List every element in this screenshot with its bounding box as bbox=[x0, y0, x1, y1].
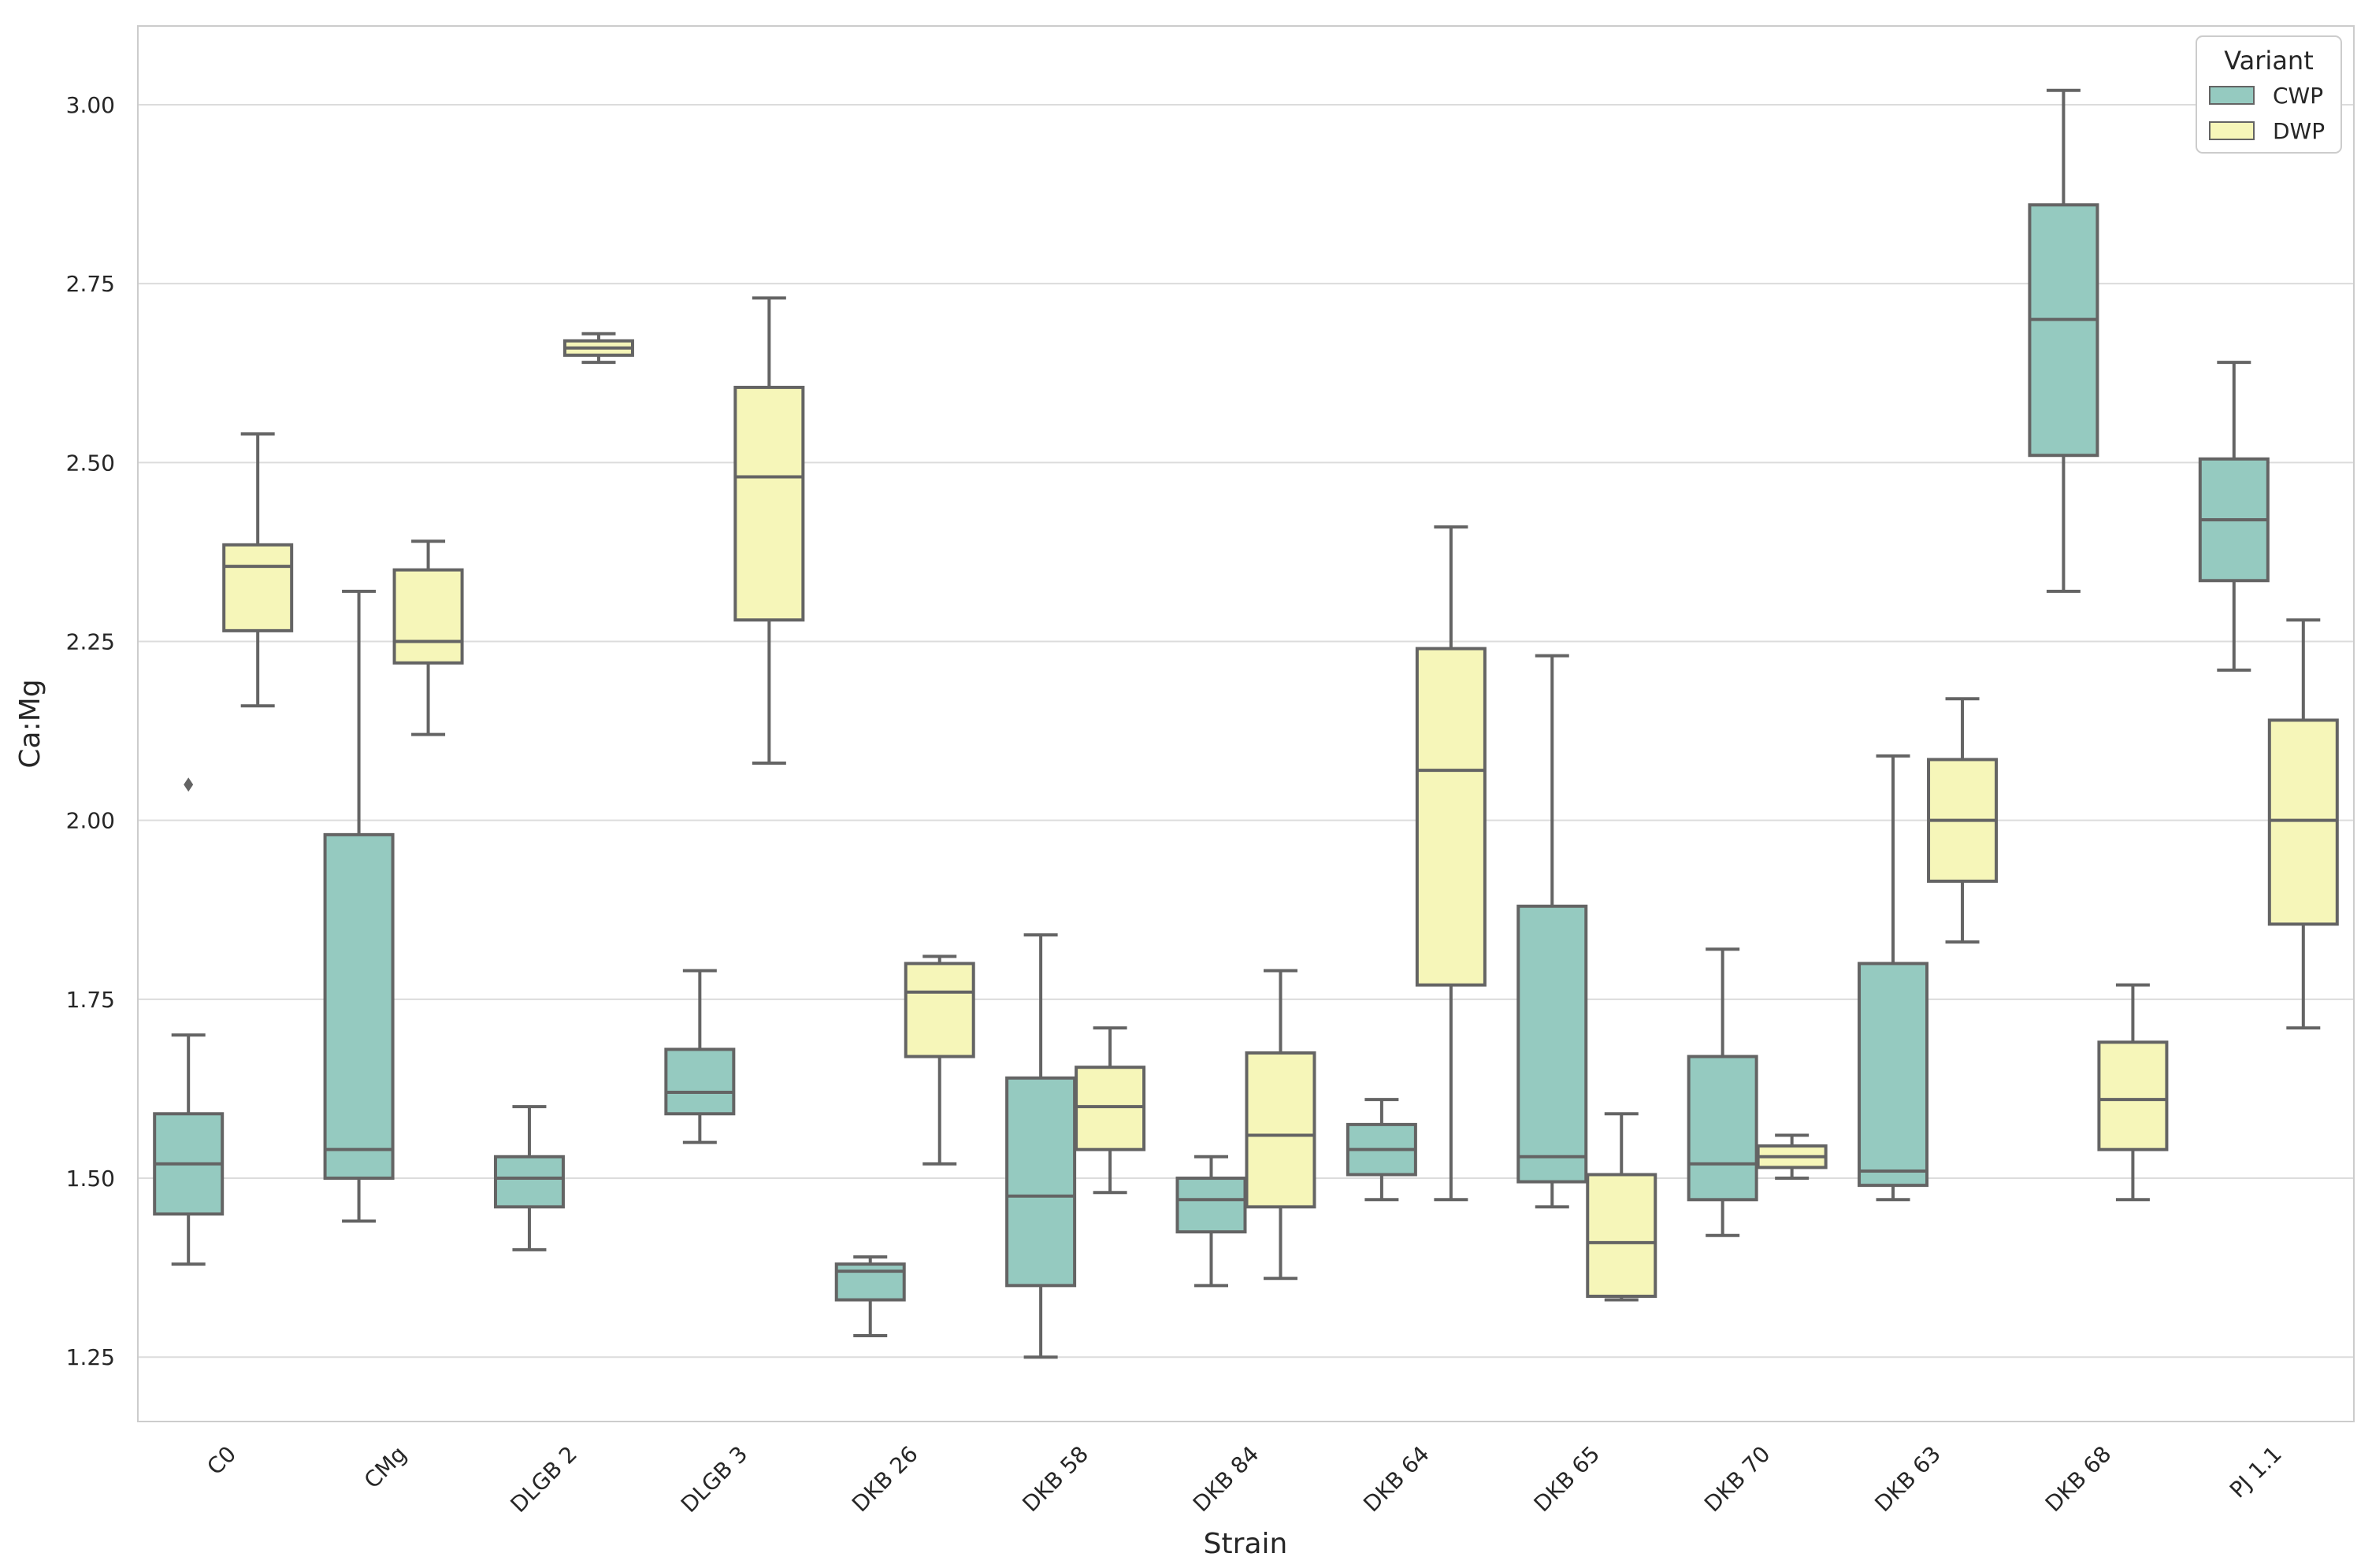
legend-swatch-dwp bbox=[2209, 121, 2255, 140]
x-tick-label: DKB 64 bbox=[1358, 1441, 1435, 1518]
box-cwp-dkb-70 bbox=[1687, 947, 1758, 1237]
box-dwp-dkb-63 bbox=[1927, 697, 1999, 944]
box-cwp-dlgb-2 bbox=[493, 1105, 565, 1251]
iqr-box bbox=[1075, 1066, 1146, 1151]
box-dwp-dkb-26 bbox=[904, 955, 975, 1166]
iqr-box bbox=[493, 1155, 565, 1209]
box-cwp-dlgb-3 bbox=[664, 969, 736, 1144]
box-cwp-dkb-68 bbox=[2028, 88, 2099, 593]
iqr-box bbox=[222, 543, 294, 632]
legend: Variant CWP DWP bbox=[2196, 35, 2342, 154]
x-tick-label: DKB 70 bbox=[1699, 1441, 1776, 1518]
outlier-point bbox=[184, 777, 194, 792]
box-dwp-c0 bbox=[222, 432, 294, 708]
y-tick-label: 2.25 bbox=[66, 628, 115, 654]
box-dwp-cmg bbox=[392, 539, 464, 736]
box-cwp-pj-1-1 bbox=[2198, 361, 2270, 672]
iqr-box bbox=[323, 832, 395, 1181]
box-dwp-dkb-70 bbox=[1756, 1133, 1828, 1181]
x-tick-label: CMg bbox=[359, 1441, 412, 1494]
box-cwp-c0 bbox=[153, 777, 225, 1266]
iqr-box bbox=[1245, 1051, 1316, 1209]
x-tick-label: C0 bbox=[202, 1441, 241, 1481]
iqr-box bbox=[664, 1047, 736, 1116]
box-cwp-dkb-63 bbox=[1858, 754, 1929, 1202]
iqr-box bbox=[733, 385, 805, 622]
iqr-box bbox=[1687, 1055, 1758, 1202]
legend-label-cwp: CWP bbox=[2273, 83, 2323, 109]
iqr-box bbox=[1005, 1076, 1077, 1288]
box-cwp-dkb-84 bbox=[1175, 1155, 1247, 1288]
box-dwp-dkb-68 bbox=[2097, 983, 2169, 1202]
legend-label-dwp: DWP bbox=[2273, 118, 2325, 144]
x-tick-label: PJ 1.1 bbox=[2225, 1441, 2287, 1503]
y-tick-label: 2.50 bbox=[66, 450, 115, 476]
x-tick-label: DKB 63 bbox=[1869, 1441, 1946, 1518]
legend-swatch-cwp bbox=[2209, 86, 2255, 105]
box-cwp-dkb-64 bbox=[1346, 1098, 1417, 1202]
iqr-box bbox=[2097, 1040, 2169, 1151]
iqr-box bbox=[1516, 904, 1588, 1184]
box-cwp-cmg bbox=[323, 589, 395, 1223]
plot-area-frame bbox=[137, 25, 2355, 1422]
y-axis-label: Ca:Mg bbox=[14, 679, 46, 768]
x-tick-label: DKB 58 bbox=[1017, 1441, 1093, 1518]
y-tick-label: 1.50 bbox=[66, 1166, 115, 1192]
x-tick-label: DLGB 3 bbox=[676, 1441, 752, 1518]
x-tick-label: DKB 65 bbox=[1529, 1441, 1605, 1518]
iqr-box bbox=[392, 568, 464, 665]
iqr-box bbox=[1858, 962, 1929, 1188]
box-dwp-dlgb-2 bbox=[562, 332, 634, 365]
box-dwp-dlgb-3 bbox=[733, 296, 805, 765]
x-tick-label: DLGB 2 bbox=[505, 1441, 581, 1518]
y-tick-label: 1.25 bbox=[66, 1344, 115, 1370]
legend-title: Variant bbox=[2224, 46, 2314, 76]
y-axis-ticks: 1.25 1.50 1.75 2.00 2.25 2.50 2.75 3.00 bbox=[66, 92, 115, 1370]
x-tick-label: DKB 84 bbox=[1188, 1441, 1264, 1518]
box-dwp-pj-1-1 bbox=[2267, 618, 2339, 1030]
y-tick-label: 3.00 bbox=[66, 92, 115, 118]
iqr-box bbox=[1175, 1177, 1247, 1234]
iqr-box bbox=[1586, 1173, 1657, 1298]
box-dwp-dkb-84 bbox=[1245, 969, 1316, 1281]
iqr-box bbox=[2267, 718, 2339, 926]
boxes bbox=[153, 88, 2339, 1359]
x-tick-label: DKB 26 bbox=[847, 1441, 923, 1518]
box-dwp-dkb-65 bbox=[1586, 1112, 1657, 1302]
y-tick-label: 2.00 bbox=[66, 808, 115, 834]
box-dwp-dkb-64 bbox=[1415, 525, 1487, 1202]
y-tick-label: 1.75 bbox=[66, 987, 115, 1013]
iqr-box bbox=[834, 1262, 906, 1302]
x-axis-ticks: C0 CMg DLGB 2 DLGB 3 DKB 26 DKB 58 DKB 84 DKB 6… bbox=[202, 1441, 2286, 1518]
box-cwp-dkb-58 bbox=[1005, 933, 1077, 1359]
box-cwp-dkb-65 bbox=[1516, 654, 1588, 1209]
x-tick-label: DKB 68 bbox=[2040, 1441, 2117, 1518]
x-axis-label: Strain bbox=[1204, 1528, 1288, 1560]
box-dwp-dkb-58 bbox=[1075, 1026, 1146, 1195]
iqr-box bbox=[904, 962, 975, 1058]
box-cwp-dkb-26 bbox=[834, 1255, 906, 1337]
iqr-box bbox=[2028, 203, 2099, 458]
iqr-box bbox=[1415, 647, 1487, 987]
y-tick-label: 2.75 bbox=[66, 271, 115, 297]
